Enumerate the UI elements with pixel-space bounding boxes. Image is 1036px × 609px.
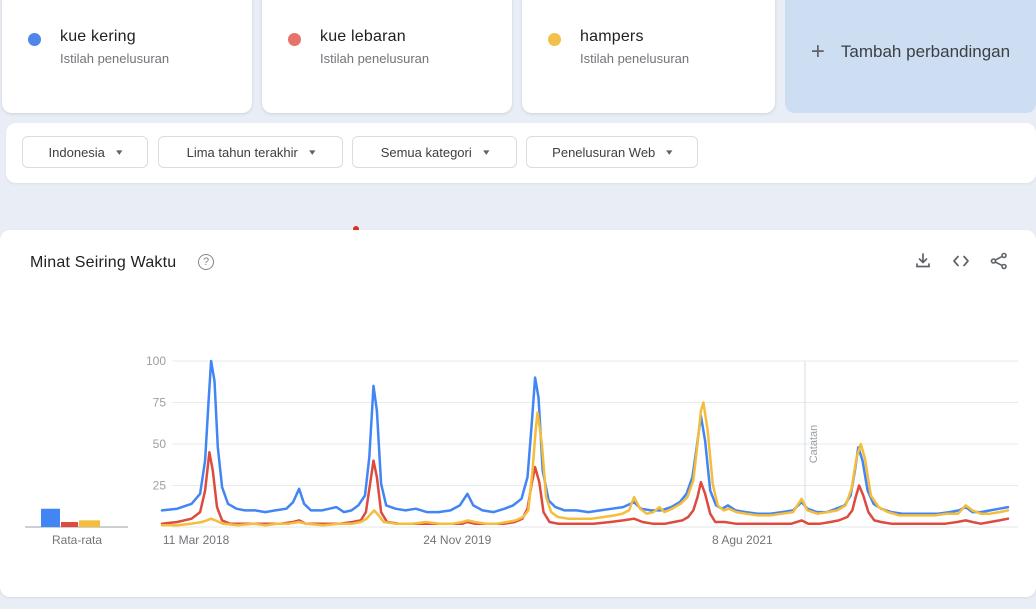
chevron-down-icon: ▾ [666, 146, 673, 157]
plus-icon: + [810, 37, 825, 65]
average-label: Rata-rata [52, 533, 102, 547]
interest-over-time-card: Minat Seiring Waktu ? 100 75 50 25 Catatan 11… [0, 230, 1036, 597]
chevron-down-icon: ▾ [116, 146, 123, 157]
average-bar-hampers [79, 520, 100, 527]
filter-dropdown-category[interactable]: Semua kategori ▾ [352, 136, 517, 168]
filter-label: Penelusuran Web [552, 144, 656, 160]
download-icon[interactable] [914, 252, 932, 275]
filter-label: Indonesia [48, 144, 105, 160]
x-axis-label: 8 Agu 2021 [712, 533, 773, 547]
comparison-card-kue-kering[interactable]: kue kering Istilah penelusuran [2, 0, 252, 113]
search-term: kue kering [60, 28, 136, 45]
filter-bar: Indonesia ▾ Lima tahun terakhir ▾ Semua … [6, 123, 1036, 183]
search-term: kue lebaran [320, 28, 406, 45]
average-bar-kue-kering [41, 508, 60, 527]
series-color-dot [28, 33, 41, 46]
term-type-label: Istilah penelusuran [580, 51, 690, 66]
chart-title: Minat Seiring Waktu [30, 254, 177, 271]
x-axis-label: 24 Nov 2019 [423, 533, 491, 547]
trends-chart-svg[interactable]: 100 75 50 25 Catatan 11 Mar 2018 24 Nov 2019 8 … [0, 330, 1036, 570]
x-axis-label: 11 Mar 2018 [163, 533, 230, 547]
y-axis-label: 50 [153, 437, 167, 451]
add-comparison-label: Tambah perbandingan [840, 41, 1011, 61]
filter-label: Lima tahun terakhir [186, 144, 298, 160]
filter-label: Semua kategori [380, 144, 472, 160]
help-icon[interactable]: ? [198, 254, 214, 270]
embed-code-icon[interactable] [952, 252, 970, 275]
y-axis-label: 100 [146, 354, 166, 368]
term-type-label: Istilah penelusuran [60, 51, 170, 66]
y-axis-label: 75 [153, 396, 167, 410]
chevron-down-icon: ▾ [482, 146, 490, 157]
average-bar-kue-lebaran [61, 522, 78, 527]
filter-dropdown-search-type[interactable]: Penelusuran Web ▾ [526, 136, 698, 168]
comparison-card-kue-lebaran[interactable]: kue lebaran Istilah penelusuran [262, 0, 512, 113]
share-icon[interactable] [990, 252, 1008, 275]
filter-dropdown-region[interactable]: Indonesia ▾ [22, 136, 148, 168]
series-color-dot [288, 33, 301, 46]
search-term: hampers [580, 28, 644, 45]
series-line-hampers[interactable] [160, 401, 1010, 527]
annotation-label: Catatan [808, 425, 820, 464]
series-line-kue-lebaran[interactable] [160, 451, 1010, 525]
y-axis-label: 25 [153, 479, 167, 493]
chevron-down-icon: ▾ [308, 146, 316, 157]
series-color-dot [548, 33, 561, 46]
add-comparison-button[interactable]: + Tambah perbandingan [785, 0, 1036, 113]
comparison-card-hampers[interactable]: hampers Istilah penelusuran [522, 0, 775, 113]
red-dot-artifact [353, 226, 359, 232]
series-line-kue-kering[interactable] [160, 359, 1010, 515]
filter-dropdown-time-range[interactable]: Lima tahun terakhir ▾ [158, 136, 343, 168]
term-type-label: Istilah penelusuran [320, 51, 430, 66]
